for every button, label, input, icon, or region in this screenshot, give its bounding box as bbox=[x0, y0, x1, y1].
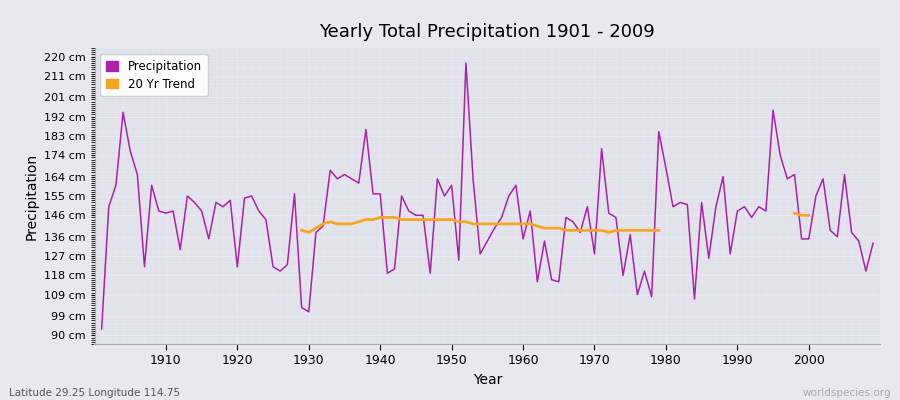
Legend: Precipitation, 20 Yr Trend: Precipitation, 20 Yr Trend bbox=[101, 54, 208, 96]
Text: worldspecies.org: worldspecies.org bbox=[803, 388, 891, 398]
Y-axis label: Precipitation: Precipitation bbox=[24, 152, 38, 240]
Text: Latitude 29.25 Longitude 114.75: Latitude 29.25 Longitude 114.75 bbox=[9, 388, 180, 398]
X-axis label: Year: Year bbox=[472, 373, 502, 387]
Title: Yearly Total Precipitation 1901 - 2009: Yearly Total Precipitation 1901 - 2009 bbox=[320, 23, 655, 41]
